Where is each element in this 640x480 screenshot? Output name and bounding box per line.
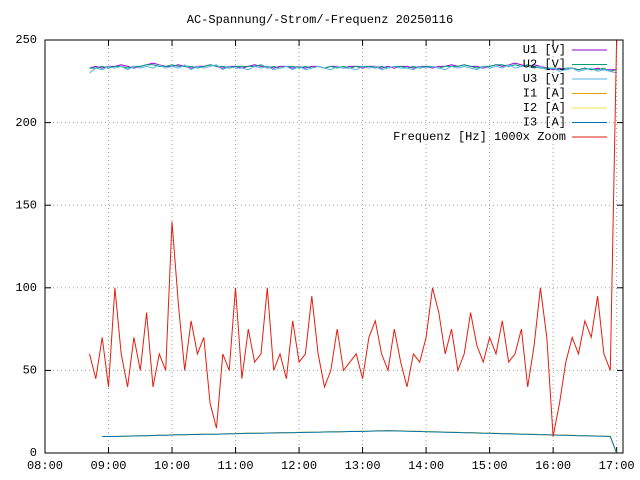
y-tick-label: 50	[23, 364, 37, 378]
x-tick-label: 17:00	[599, 459, 635, 473]
x-tick-label: 15:00	[472, 459, 508, 473]
x-tick-label: 11:00	[218, 459, 254, 473]
legend-label: I3 [A]	[523, 116, 566, 130]
x-tick-label: 14:00	[408, 459, 444, 473]
x-tick-label: 09:00	[91, 459, 127, 473]
x-tick-label: 16:00	[535, 459, 571, 473]
legend-label: I2 [A]	[523, 101, 566, 115]
chart-title: AC-Spannung/-Strom/-Frequenz 20250116	[187, 13, 453, 27]
y-tick-label: 250	[15, 33, 37, 47]
series-line	[89, 62, 617, 71]
plot-border	[44, 39, 624, 454]
x-tick-label: 10:00	[154, 459, 190, 473]
legend-label: I1 [A]	[523, 87, 566, 101]
series-line	[89, 64, 617, 72]
x-tick-label: 12:00	[281, 459, 317, 473]
y-tick-label: 200	[15, 116, 37, 130]
y-tick-label: 100	[15, 281, 37, 295]
y-tick-label: 0	[30, 446, 37, 460]
legend-label: U2 [V]	[523, 58, 566, 72]
x-tick-label: 13:00	[345, 459, 381, 473]
legend-label: Frequenz [Hz] 1000x Zoom	[393, 130, 566, 144]
y-tick-label: 150	[15, 198, 37, 212]
legend-label: U1 [V]	[523, 43, 566, 57]
x-tick-label: 08:00	[27, 459, 63, 473]
series-line	[102, 430, 618, 454]
legend-label: U3 [V]	[523, 72, 566, 86]
series-line	[89, 64, 617, 74]
series-line	[89, 39, 618, 437]
